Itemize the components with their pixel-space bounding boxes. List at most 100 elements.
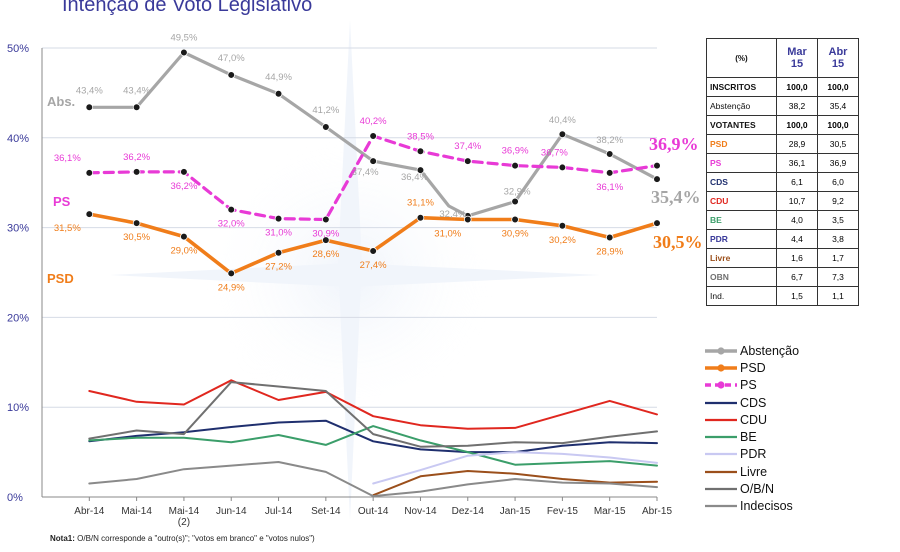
data-label-psd: 27,4% [360,260,387,271]
y-tick-label: 30% [7,223,29,235]
table-cell-abr15: 3,5 [817,210,859,230]
data-point-abs [180,48,188,57]
table-row-label: INSCRITOS [706,77,777,97]
y-tick-label: 20% [7,312,29,324]
table-row-label: PS [706,153,777,173]
table-cell-mar15: 6,7 [776,267,818,287]
table-cell-abr15: 1,1 [817,286,859,306]
table-row-label: Livre [706,248,777,268]
table-cell-mar15: 100,0 [776,77,818,97]
table-cell-mar15: 10,7 [776,191,818,211]
table-row: OBN 6,7 7,3 [706,267,859,287]
data-point-psd [322,236,330,244]
axes: 0%10%20%30%40%50%Abr-14 Mai-14 Mai-14(2)Ju… [7,43,672,528]
data-points [85,48,661,278]
series-label-abs: Abs. [47,94,75,109]
data-label-ps: 36,1% [596,182,623,193]
data-point-psd [85,210,94,218]
table-row: INSCRITOS 100,0 100,0 [706,77,859,97]
data-point-psd [274,248,283,257]
table-cell-mar15: 36,1 [776,153,818,173]
series-line-cdu [88,379,658,430]
series-line-abs [87,50,659,218]
data-label-ps: 36,2% [123,152,150,163]
legend-swatch-livre [705,470,737,473]
data-point-ps [605,169,614,177]
table-cell-abr15: 7,3 [817,267,859,287]
table-cell-mar15: 1,5 [776,286,818,306]
data-label-abs: 37,4% [352,167,379,178]
legend-swatch-ps [705,381,737,389]
data-label-abs: 32,9% [504,187,531,198]
table-cell-mar15: 1,6 [776,248,818,268]
data-label-ps: 30,9% [312,229,339,240]
legend-item-ind: Indecisos [703,498,799,515]
table-row-label: CDS [706,172,777,192]
x-tick-label: Abr-14 [74,506,104,517]
table-cell-mar15: 4,0 [776,210,818,230]
legend-marker-psd [717,364,725,372]
legend-swatch-ind [705,505,737,508]
table-row-label: CDU [706,191,777,211]
chart-title: Intenção de Voto Legislativo [62,0,313,16]
x-tick-label: Mai-14 [169,506,200,517]
data-point-psd [463,215,472,224]
data-point-abs [653,175,661,183]
x-tick-label: Out-14 [358,506,389,517]
data-label-ps: 38,5% [407,131,434,142]
table-row: Abstenção 38,2 35,4 [706,96,859,116]
data-point-ps [558,163,567,172]
data-point-abs [227,71,236,79]
data-label-psd: 24,9% [218,282,245,293]
footnote-label: Nota1: [50,534,75,543]
table-header-abr15: Abr 15 [817,38,859,78]
legend-swatch-pdr [705,453,737,456]
table-header-row: (%) Mar 15 Abr 15 [706,38,859,78]
legend-swatch-obn [705,487,737,491]
x-tick-label: Jul-14 [265,506,293,517]
series-label-ps: PS [53,194,71,209]
table-cell-abr15: 100,0 [817,115,859,135]
table-row: PSD 28,9 30,5 [706,134,859,154]
data-labels: 43,4% 43,4% 49,5% 47,0% 44,9% 41,2% 37,4% 36,4%… [54,32,624,293]
table-row: PDR 4,4 3,8 [706,229,859,249]
data-label-ps: 36,9% [502,146,529,157]
data-label-psd: 30,9% [502,229,529,240]
data-label-ps: 32,0% [218,219,245,230]
legend-swatch-psd [705,364,737,372]
series-label-psd: PSD [47,271,74,286]
data-label-abs: 43,4% [123,85,150,96]
grid-lines [42,47,657,408]
legend-label-psd: PSD [740,360,766,375]
legend-swatch-cds [705,401,737,404]
legend-swatch-be [705,436,737,439]
series-line-obn [88,381,658,448]
legend-swatch-abs [705,347,737,355]
data-label-ps: 40,2% [360,116,387,127]
data-point-abs [132,103,141,112]
table-cell-mar15: 6,1 [776,172,818,192]
data-point-psd [416,213,425,222]
legend-label-be: BE [740,430,757,445]
table-row-label: OBN [706,267,777,287]
data-point-psd [511,215,519,224]
legend-item-be: BE [703,428,799,445]
data-point-ps [416,147,425,156]
legend-item-ps: PS [703,377,799,394]
data-label-psd: 30,5% [123,232,150,243]
y-tick-label: 50% [7,43,29,55]
table-row-label: VOTANTES [706,115,777,135]
footnote: Nota1: O/B/N corresponde a "outro(s)"; "… [50,534,315,543]
legend-label-ind: Indecisos [740,499,793,514]
data-point-psd [653,219,661,227]
data-point-ps [322,215,330,224]
data-label-ps: 31,0% [265,228,292,239]
table-row: BE 4,0 3,5 [706,210,859,230]
series-line-pdr [372,451,658,485]
x-tick-label: Mai-14 [121,506,152,517]
data-point-ps [227,205,236,214]
series-line-ind [88,461,658,498]
legend-label-cds: CDS [740,395,767,410]
data-label-abs: 43,4% [76,85,103,96]
data-label-ps: 37,4% [454,141,481,152]
